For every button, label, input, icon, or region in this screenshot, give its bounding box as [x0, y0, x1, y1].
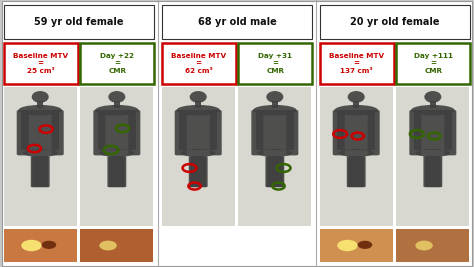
- FancyBboxPatch shape: [81, 87, 153, 226]
- Ellipse shape: [348, 91, 365, 103]
- FancyBboxPatch shape: [93, 110, 105, 155]
- FancyBboxPatch shape: [4, 229, 77, 262]
- FancyBboxPatch shape: [396, 43, 470, 84]
- FancyBboxPatch shape: [114, 101, 120, 108]
- Text: Day +22
=
CMR: Day +22 = CMR: [100, 53, 134, 74]
- Text: 59 yr old female: 59 yr old female: [34, 17, 124, 27]
- FancyBboxPatch shape: [189, 156, 206, 187]
- FancyBboxPatch shape: [348, 156, 365, 187]
- Text: Day +31
=
CMR: Day +31 = CMR: [258, 53, 292, 74]
- FancyBboxPatch shape: [444, 110, 456, 155]
- FancyBboxPatch shape: [81, 229, 153, 262]
- Ellipse shape: [23, 149, 58, 157]
- Ellipse shape: [100, 149, 134, 157]
- FancyBboxPatch shape: [396, 87, 469, 226]
- FancyBboxPatch shape: [175, 110, 187, 155]
- FancyBboxPatch shape: [162, 87, 235, 226]
- FancyBboxPatch shape: [286, 110, 298, 155]
- Text: 68 yr old male: 68 yr old male: [198, 17, 276, 27]
- Circle shape: [415, 241, 433, 250]
- Ellipse shape: [109, 91, 125, 103]
- FancyBboxPatch shape: [4, 43, 78, 84]
- Ellipse shape: [339, 149, 374, 157]
- FancyBboxPatch shape: [98, 110, 136, 150]
- Ellipse shape: [411, 105, 455, 116]
- Text: Baseline MTV
=
137 cm³: Baseline MTV = 137 cm³: [329, 53, 384, 74]
- Circle shape: [100, 241, 117, 250]
- Ellipse shape: [257, 149, 292, 157]
- Text: Day +111
=
CMR: Day +111 = CMR: [414, 53, 453, 74]
- FancyBboxPatch shape: [333, 110, 345, 155]
- FancyBboxPatch shape: [272, 101, 278, 108]
- Circle shape: [21, 240, 42, 251]
- FancyBboxPatch shape: [109, 156, 126, 187]
- FancyBboxPatch shape: [31, 156, 48, 187]
- FancyBboxPatch shape: [414, 110, 452, 150]
- FancyBboxPatch shape: [320, 87, 392, 226]
- Circle shape: [337, 240, 358, 251]
- Text: Baseline MTV
=
62 cm³: Baseline MTV = 62 cm³: [171, 53, 226, 74]
- Ellipse shape: [181, 149, 216, 157]
- FancyBboxPatch shape: [4, 5, 154, 39]
- Ellipse shape: [18, 105, 62, 116]
- Text: 20 yr old female: 20 yr old female: [350, 17, 440, 27]
- FancyBboxPatch shape: [265, 156, 283, 187]
- Ellipse shape: [95, 105, 139, 116]
- FancyBboxPatch shape: [52, 110, 64, 155]
- FancyBboxPatch shape: [353, 101, 359, 108]
- Ellipse shape: [334, 105, 378, 116]
- FancyBboxPatch shape: [396, 229, 469, 262]
- FancyBboxPatch shape: [162, 43, 236, 84]
- FancyBboxPatch shape: [190, 156, 208, 187]
- Circle shape: [42, 241, 56, 249]
- FancyBboxPatch shape: [108, 156, 125, 187]
- Ellipse shape: [253, 105, 297, 116]
- Ellipse shape: [415, 149, 450, 157]
- FancyBboxPatch shape: [320, 43, 393, 84]
- Circle shape: [358, 241, 372, 249]
- FancyBboxPatch shape: [337, 110, 375, 150]
- FancyBboxPatch shape: [410, 110, 421, 155]
- FancyBboxPatch shape: [320, 5, 470, 39]
- Ellipse shape: [32, 91, 49, 103]
- FancyBboxPatch shape: [423, 156, 441, 187]
- Text: Baseline MTV
=
25 cm³: Baseline MTV = 25 cm³: [13, 53, 68, 74]
- FancyBboxPatch shape: [251, 110, 264, 155]
- FancyBboxPatch shape: [21, 110, 59, 150]
- FancyBboxPatch shape: [347, 156, 364, 187]
- Ellipse shape: [266, 91, 283, 103]
- FancyBboxPatch shape: [368, 110, 380, 155]
- Ellipse shape: [424, 91, 441, 103]
- FancyBboxPatch shape: [128, 110, 140, 155]
- FancyBboxPatch shape: [17, 110, 29, 155]
- FancyBboxPatch shape: [430, 101, 436, 108]
- FancyBboxPatch shape: [267, 156, 284, 187]
- FancyBboxPatch shape: [210, 110, 222, 155]
- Ellipse shape: [176, 105, 220, 116]
- FancyBboxPatch shape: [179, 110, 217, 150]
- FancyBboxPatch shape: [4, 87, 77, 226]
- FancyBboxPatch shape: [425, 156, 442, 187]
- FancyBboxPatch shape: [238, 87, 311, 226]
- Ellipse shape: [190, 91, 207, 103]
- FancyBboxPatch shape: [81, 43, 154, 84]
- FancyBboxPatch shape: [32, 156, 50, 187]
- FancyBboxPatch shape: [320, 229, 392, 262]
- FancyBboxPatch shape: [195, 101, 201, 108]
- FancyBboxPatch shape: [238, 43, 312, 84]
- FancyBboxPatch shape: [37, 101, 43, 108]
- FancyBboxPatch shape: [162, 5, 312, 39]
- FancyBboxPatch shape: [256, 110, 294, 150]
